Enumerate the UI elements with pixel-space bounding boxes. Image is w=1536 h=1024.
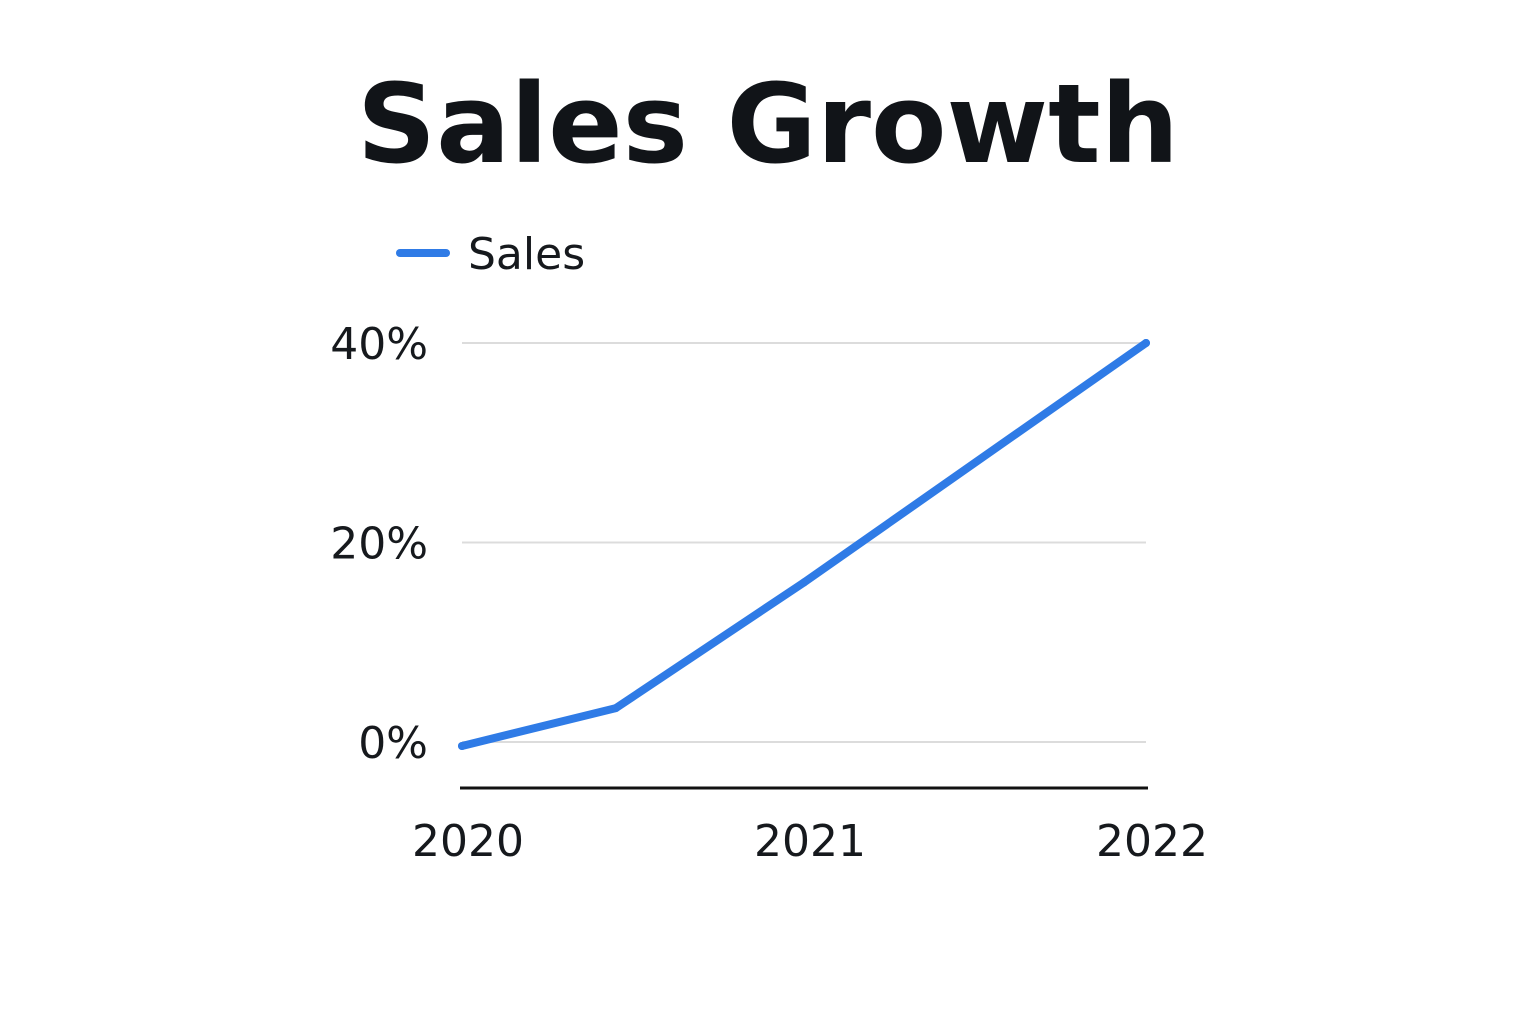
- y-tick-label: 40%: [330, 319, 428, 370]
- data-point-1: [611, 704, 620, 713]
- series-line-sales: [458, 339, 1150, 750]
- data-point-0: [458, 741, 466, 750]
- y-axis-ticks: 0% 20% 40%: [330, 319, 428, 769]
- data-point-2: [800, 578, 808, 587]
- legend-label-sales: Sales: [468, 229, 585, 280]
- y-tick-label: 0%: [358, 718, 428, 769]
- chart-title: Sales Growth: [357, 60, 1179, 188]
- x-tick-label: 2021: [754, 816, 866, 867]
- gridlines: [462, 342, 1146, 743]
- x-tick-label: 2020: [412, 816, 524, 867]
- y-tick-label: 20%: [330, 519, 428, 570]
- series-layer: [458, 339, 1150, 750]
- data-point-3: [1142, 339, 1150, 347]
- legend: Sales: [396, 229, 585, 280]
- x-tick-label: 2022: [1096, 816, 1208, 867]
- x-axis-ticks: 2020 2021 2022: [412, 816, 1208, 867]
